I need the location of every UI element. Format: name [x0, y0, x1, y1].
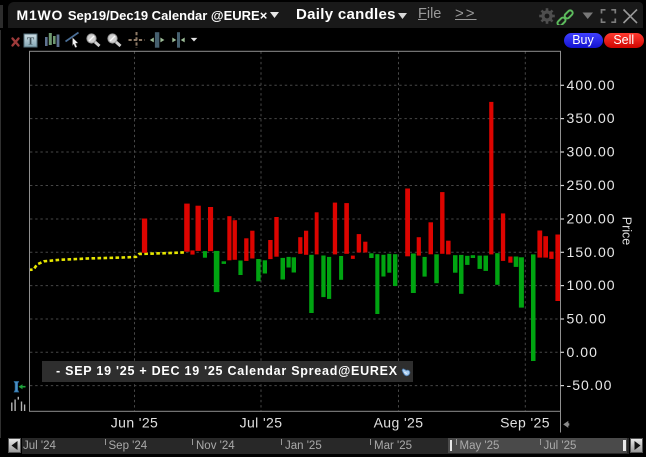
svg-text:Jun '25: Jun '25 [111, 415, 159, 431]
svg-text:300.00: 300.00 [567, 144, 616, 160]
svg-text:150.00: 150.00 [567, 244, 616, 260]
svg-text:400.00: 400.00 [567, 77, 616, 93]
svg-text:200.00: 200.00 [567, 211, 616, 227]
svg-text:Jul '25: Jul '25 [240, 415, 283, 431]
svg-text:Price: Price [620, 217, 634, 246]
svg-text:-50.00: -50.00 [567, 377, 613, 393]
svg-text:Sep '25: Sep '25 [500, 415, 550, 431]
svg-text:250.00: 250.00 [567, 177, 616, 193]
svg-text:100.00: 100.00 [567, 277, 616, 293]
svg-text:50.00: 50.00 [567, 311, 607, 327]
svg-text:0.00: 0.00 [567, 344, 598, 360]
svg-text:T: T [27, 36, 35, 48]
svg-text:Aug '25: Aug '25 [374, 415, 424, 431]
svg-text:350.00: 350.00 [567, 110, 616, 126]
